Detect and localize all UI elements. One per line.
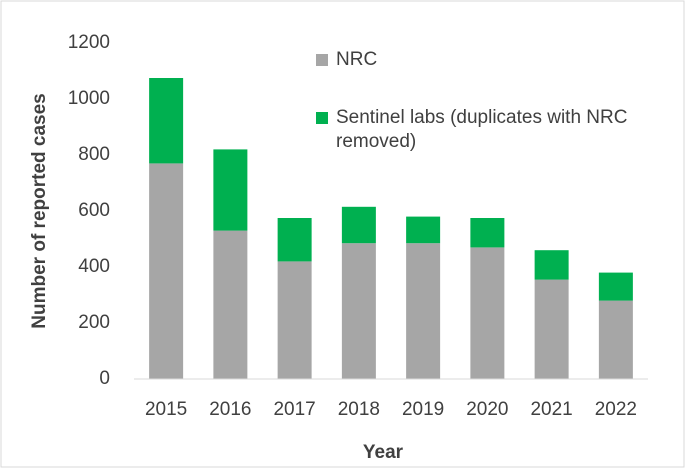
bar-segment: [534, 279, 569, 379]
legend-swatch: [316, 112, 328, 124]
y-tick-label: 0: [99, 368, 110, 389]
legend-label: NRC: [336, 49, 378, 70]
bar-segment: [534, 250, 569, 280]
bar-segment: [277, 261, 312, 379]
bar-segment: [470, 247, 505, 379]
legend: NRC Sentinel labs (duplicates with NRC re…: [316, 48, 661, 188]
bar-segment: [149, 78, 184, 164]
bar-segment: [341, 243, 376, 379]
legend-item: Sentinel labs (duplicates with NRC remov…: [316, 106, 661, 154]
bar-segment: [213, 230, 248, 379]
bar-segment: [406, 216, 441, 244]
bar-segment: [213, 149, 248, 231]
legend-swatch: [316, 54, 328, 66]
bar-segment: [406, 243, 441, 379]
y-tick-label: 400: [78, 256, 110, 277]
x-tick-label: 2017: [273, 399, 315, 420]
y-tick-label: 1000: [68, 88, 110, 109]
bar-segment: [277, 218, 312, 262]
bar-segment: [470, 218, 505, 248]
bar-segment: [598, 300, 633, 379]
legend-item: NRC: [316, 48, 661, 72]
x-tick-label: 2018: [338, 399, 380, 420]
x-tick-label: 2019: [402, 399, 444, 420]
y-tick-label: 1200: [68, 32, 110, 53]
bar-segment: [598, 272, 633, 301]
bar-segment: [341, 206, 376, 244]
y-axis-label: Number of reported cases: [29, 93, 50, 328]
legend-label: Sentinel labs (duplicates with NRC remov…: [336, 107, 628, 152]
y-tick-label: 800: [78, 144, 110, 165]
x-tick-label: 2016: [209, 399, 251, 420]
y-tick-label: 200: [78, 312, 110, 333]
x-tick-label: 2022: [595, 399, 637, 420]
bar-segment: [149, 163, 184, 379]
x-tick-label: 2021: [530, 399, 572, 420]
x-tick-label: 2015: [145, 399, 187, 420]
y-tick-label: 600: [78, 200, 110, 221]
x-axis-label: Year: [363, 442, 404, 463]
x-tick-label: 2020: [466, 399, 508, 420]
